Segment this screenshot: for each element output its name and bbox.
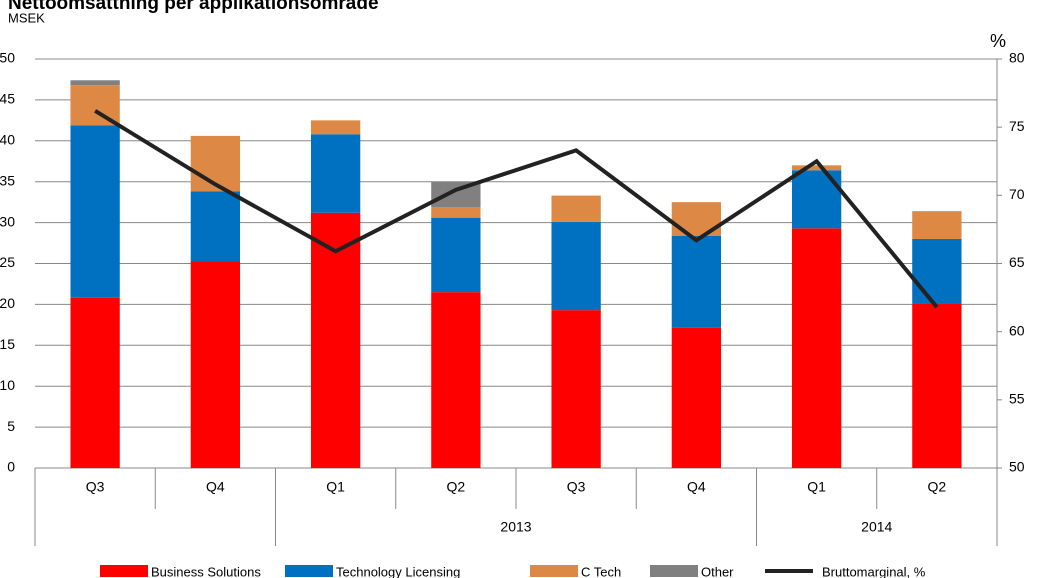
line-series — [94, 109, 939, 309]
x-tick-label: Q1 — [807, 479, 826, 495]
bar-segment — [791, 165, 842, 171]
bar-segment — [791, 170, 842, 229]
legend-swatch — [100, 565, 148, 577]
x-tick-label: Q1 — [326, 479, 345, 495]
legend-label: Business Solutions — [151, 564, 261, 578]
y-axis-label: MSEK — [8, 10, 45, 25]
legend-label: Technology Licensing — [336, 564, 460, 578]
bar-segment — [912, 238, 962, 304]
y2-tick-label: 65 — [1009, 254, 1025, 270]
chart-title: Nettoomsättning per applikationsområde — [8, 0, 379, 14]
group-label: 2014 — [861, 519, 892, 535]
legend-label: Other — [701, 564, 734, 578]
bar-segment — [551, 221, 601, 311]
group-label: 2013 — [500, 519, 531, 535]
bar-segment — [912, 303, 962, 468]
y-tick-label: 45 — [0, 91, 15, 107]
y-tick-label: 0 — [7, 459, 15, 475]
legend-label: Bruttomarginal, % — [822, 564, 926, 578]
bar-segment — [190, 191, 241, 262]
bar-segment — [190, 261, 241, 468]
x-tick-label: Q2 — [928, 479, 947, 495]
bar-segment — [551, 195, 601, 222]
y2-axis-label: % — [990, 31, 1006, 51]
bar-segment — [70, 80, 120, 86]
bar-segment — [791, 228, 842, 468]
y2-tick-label: 60 — [1009, 322, 1025, 338]
x-tick-label: Q4 — [206, 479, 225, 495]
y-tick-label: 40 — [0, 132, 15, 148]
bar-segment — [431, 292, 481, 468]
y-tick-label: 10 — [0, 377, 15, 393]
y2-tick-label: 75 — [1009, 118, 1025, 134]
bar-segment — [310, 212, 361, 468]
bar-segment — [671, 327, 722, 468]
bar-segment — [310, 120, 361, 135]
legend-swatch — [650, 565, 698, 577]
y-tick-label: 25 — [0, 254, 15, 270]
y-tick-label: 50 — [0, 50, 15, 66]
y2-tick-label: 50 — [1009, 459, 1025, 475]
y-tick-label: 15 — [0, 336, 15, 352]
bar-segment — [551, 310, 601, 468]
y2-tick-label: 70 — [1009, 186, 1025, 202]
bar-segment — [912, 211, 962, 239]
y-tick-label: 30 — [0, 213, 15, 229]
y2-tick-label: 55 — [1009, 391, 1025, 407]
y2-tick-label: 80 — [1009, 50, 1025, 66]
legend-swatch — [530, 565, 578, 577]
legend-swatch — [285, 565, 333, 577]
legend-label: C Tech — [581, 564, 621, 578]
bar-segment — [431, 207, 481, 218]
y-tick-label: 5 — [7, 418, 15, 434]
bar-segment — [70, 125, 120, 298]
y-tick-label: 35 — [0, 172, 15, 188]
x-tick-label: Q3 — [567, 479, 586, 495]
x-tick-label: Q3 — [86, 479, 105, 495]
bar-segment — [70, 297, 120, 468]
y-tick-label: 20 — [0, 295, 15, 311]
x-tick-label: Q2 — [447, 479, 466, 495]
bar-segment — [431, 217, 481, 293]
x-tick-label: Q4 — [687, 479, 706, 495]
bar-segment — [671, 235, 722, 328]
bar-segment — [310, 134, 361, 213]
